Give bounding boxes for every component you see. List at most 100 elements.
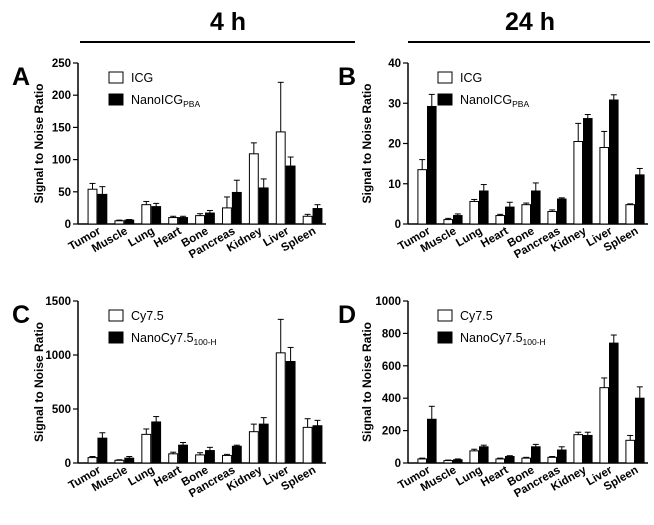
bar-control [275, 352, 286, 464]
legend-swatch [108, 331, 124, 344]
x-tick-label: Lung [454, 464, 484, 488]
right-title: 24 h [505, 8, 555, 36]
bar-nano [635, 397, 645, 464]
legend-swatch [437, 309, 453, 322]
bar-nano [97, 437, 108, 464]
bar-control [469, 200, 480, 225]
legend-label-subscript: 100-H [523, 337, 546, 347]
bar-nano [205, 450, 215, 464]
bar-nano [124, 457, 135, 464]
legend-label-main: ICG [131, 71, 153, 85]
x-tick-label: Heart [479, 225, 511, 250]
bar-control [87, 457, 98, 464]
x-tick-label: Lung [454, 225, 484, 249]
y-tick-label: 250 [52, 58, 71, 70]
bar-nano [312, 425, 323, 464]
y-tick-label: 200 [382, 426, 401, 438]
bar-nano [151, 206, 162, 225]
bar-nano [609, 342, 619, 464]
legend-label-main: Cy7.5 [460, 309, 493, 323]
y-tick-label: 800 [382, 328, 401, 340]
bar-nano [479, 190, 489, 225]
legend-label: Cy7.5 [131, 309, 164, 323]
bar-nano [178, 217, 188, 225]
bar-control [469, 450, 480, 464]
bar-nano [231, 445, 242, 464]
bar-control [443, 460, 454, 464]
bar-nano [124, 219, 135, 225]
bar-control [547, 456, 557, 464]
bar-control [443, 219, 454, 225]
bar-nano [505, 206, 515, 225]
bar-control [521, 457, 531, 464]
legend-label-main: Cy7.5 [131, 309, 164, 323]
y-tick-label: 600 [382, 361, 401, 373]
legend-label: ICG [131, 71, 153, 85]
bar-nano [427, 105, 437, 225]
bar-nano [583, 434, 593, 464]
bar-control [547, 211, 557, 225]
y-axis-label: Signal to Noise Ratio [360, 322, 374, 442]
x-tick-label: Lung [126, 225, 156, 249]
x-tick-label: Heart [152, 464, 184, 489]
y-axis-label: Signal to Noise Ratio [360, 83, 374, 203]
bar-control [87, 188, 98, 225]
bar-control [248, 431, 259, 464]
legend-label-main: NanoICG [131, 93, 183, 107]
legend-label: NanoCy7.5100-H [460, 331, 546, 347]
legend-swatch [108, 71, 124, 84]
bar-nano [453, 459, 463, 464]
y-tick-label: 0 [65, 458, 71, 470]
bar-nano [583, 118, 593, 225]
legend-label-main: NanoICG [460, 93, 512, 107]
y-tick-label: 100 [52, 155, 71, 167]
bar-nano [205, 212, 215, 225]
y-tick-label: 0 [65, 219, 71, 231]
y-tick-label: 500 [52, 404, 71, 416]
legend-label: NanoICGPBA [460, 93, 529, 109]
bar-nano [479, 446, 489, 464]
left-title: 4 h [210, 8, 246, 36]
bar-nano [231, 191, 242, 225]
bar-control [495, 458, 506, 464]
y-tick-label: 150 [52, 122, 71, 134]
y-tick-label: 30 [388, 98, 401, 110]
x-tick-label: Heart [152, 225, 184, 250]
bar-control [275, 131, 286, 225]
bar-nano [557, 198, 567, 225]
bar-control [599, 147, 609, 225]
panel-label: B [338, 63, 356, 91]
y-tick-label: 40 [388, 58, 401, 70]
bar-nano [531, 190, 541, 225]
bar-nano [505, 456, 515, 464]
y-tick-label: 0 [395, 458, 401, 470]
bar-control [222, 207, 232, 225]
y-tick-label: 1500 [45, 296, 71, 308]
bar-control [625, 439, 635, 464]
legend-label-main: ICG [460, 71, 482, 85]
y-tick-label: 400 [382, 393, 401, 405]
legend-label-main: NanoCy7.5 [460, 331, 523, 345]
legend-swatch [437, 71, 453, 84]
bar-nano [151, 421, 162, 464]
legend-swatch [108, 93, 124, 106]
legend-label: Cy7.5 [460, 309, 493, 323]
bar-nano [531, 446, 541, 464]
x-tick-label: Lung [126, 464, 156, 488]
bar-control [302, 426, 313, 464]
bar-control [495, 215, 506, 225]
y-axis-label: Signal to Noise Ratio [32, 322, 46, 442]
bar-control [417, 169, 428, 225]
bar-nano [557, 449, 567, 464]
bar-control [195, 454, 205, 464]
legend-label-subscript: 100-H [194, 337, 217, 347]
bar-nano [258, 187, 269, 225]
legend-swatch [108, 309, 124, 322]
bar-control [168, 453, 179, 464]
bar-nano [97, 193, 108, 225]
bar-control [195, 215, 205, 225]
legend-swatch [437, 93, 453, 106]
